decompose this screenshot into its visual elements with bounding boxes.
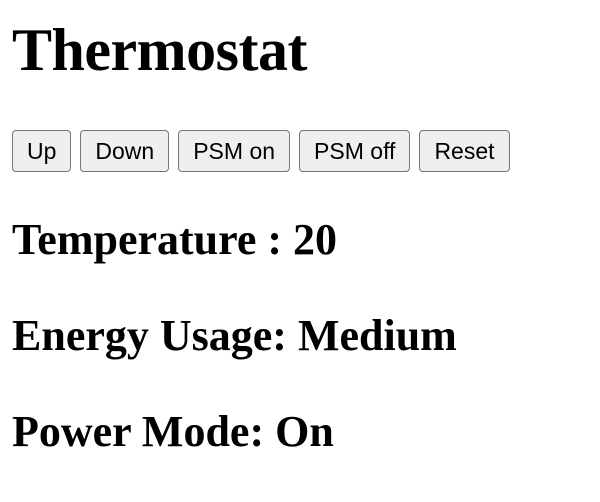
- power-mode-readout: Power Mode: On: [12, 407, 334, 456]
- psm-off-button[interactable]: PSM off: [299, 130, 411, 172]
- reset-button[interactable]: Reset: [419, 130, 510, 172]
- up-button[interactable]: Up: [12, 130, 72, 172]
- page-title: Thermostat: [12, 17, 307, 83]
- control-buttons: Up Down PSM on PSM off Reset: [12, 130, 510, 172]
- energy-usage-readout: Energy Usage: Medium: [12, 311, 457, 360]
- temperature-readout: Temperature : 20: [12, 215, 338, 264]
- down-button[interactable]: Down: [80, 130, 170, 172]
- psm-on-button[interactable]: PSM on: [178, 130, 291, 172]
